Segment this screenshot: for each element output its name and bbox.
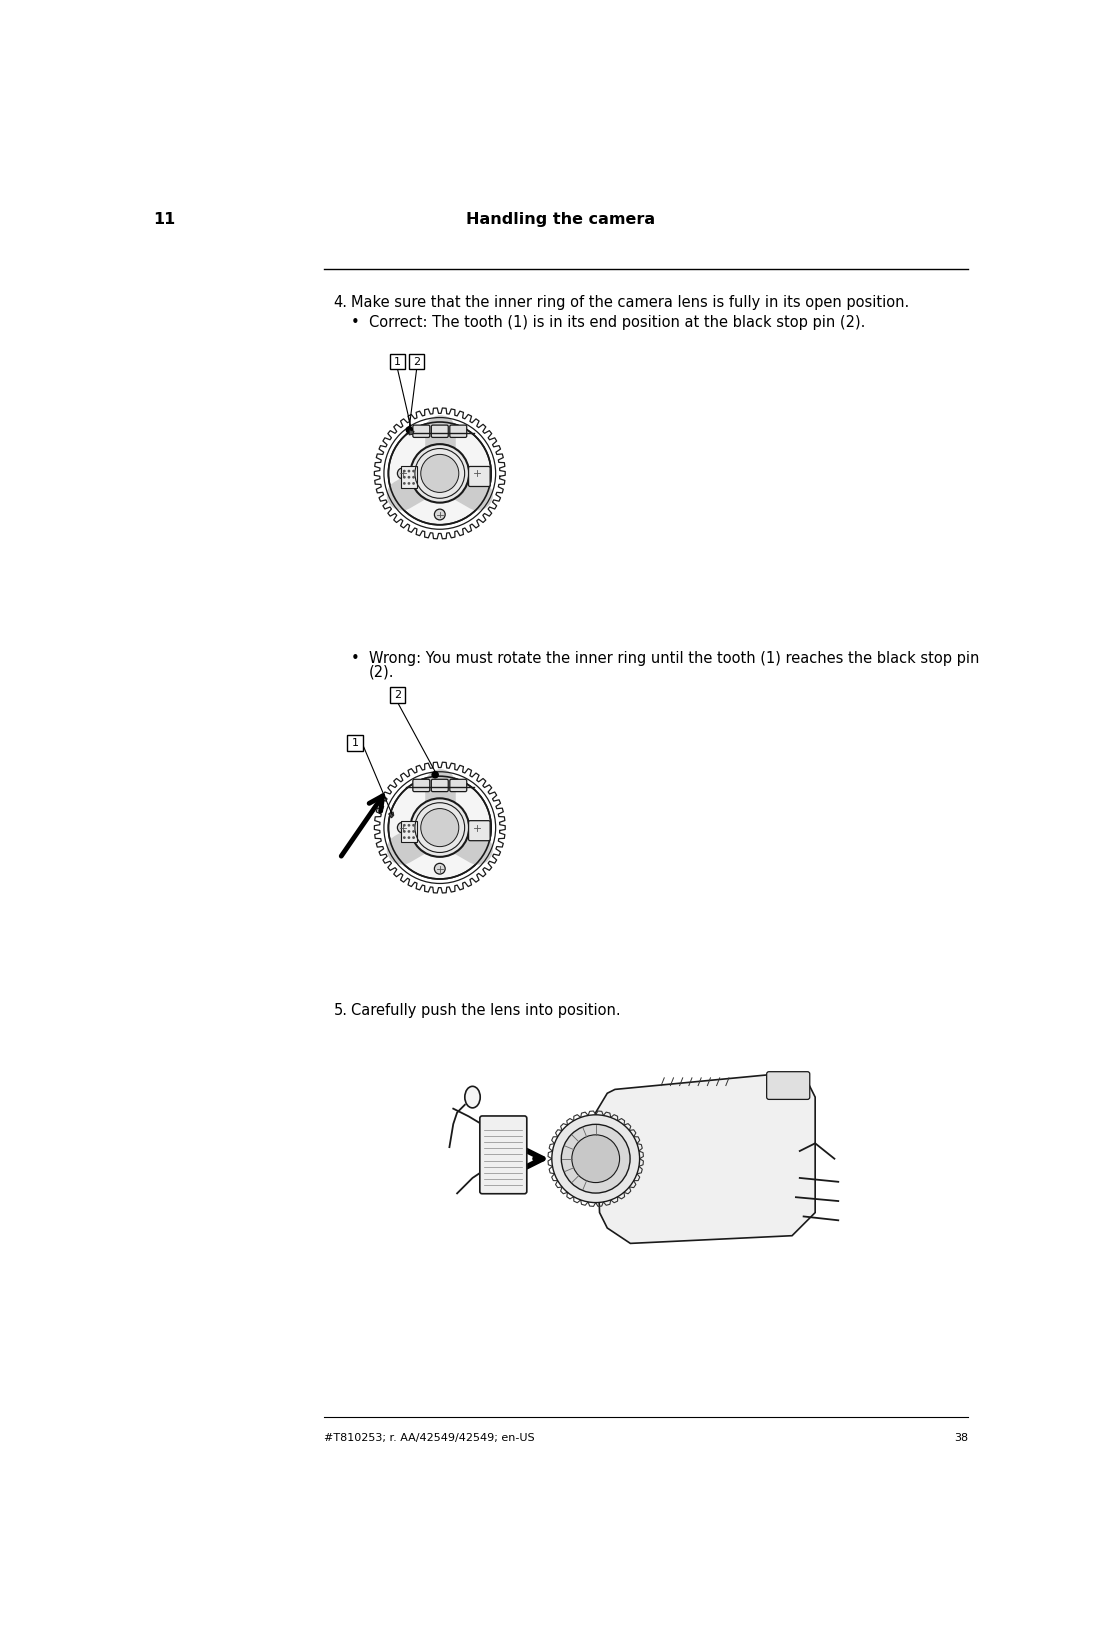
Circle shape bbox=[388, 777, 491, 880]
Text: #T810253; r. AA/42549/42549; en-US: #T810253; r. AA/42549/42549; en-US bbox=[324, 1432, 535, 1442]
FancyBboxPatch shape bbox=[450, 780, 467, 791]
Ellipse shape bbox=[465, 1086, 480, 1109]
Circle shape bbox=[432, 772, 439, 778]
Circle shape bbox=[572, 1135, 619, 1182]
FancyBboxPatch shape bbox=[348, 736, 363, 750]
Circle shape bbox=[412, 469, 415, 473]
Circle shape bbox=[408, 831, 410, 832]
Circle shape bbox=[561, 1125, 630, 1194]
Circle shape bbox=[412, 482, 415, 486]
Text: Handling the camera: Handling the camera bbox=[466, 211, 655, 227]
FancyBboxPatch shape bbox=[412, 425, 430, 438]
FancyBboxPatch shape bbox=[450, 425, 467, 438]
Circle shape bbox=[551, 1115, 640, 1203]
Circle shape bbox=[412, 835, 415, 839]
Circle shape bbox=[403, 476, 406, 479]
Polygon shape bbox=[596, 1074, 815, 1243]
FancyBboxPatch shape bbox=[412, 780, 430, 791]
FancyBboxPatch shape bbox=[431, 425, 449, 438]
FancyBboxPatch shape bbox=[480, 1117, 527, 1194]
FancyBboxPatch shape bbox=[468, 821, 490, 840]
FancyBboxPatch shape bbox=[468, 466, 490, 487]
Circle shape bbox=[388, 422, 491, 525]
Text: Wrong: You must rotate the inner ring until the tooth (1) reaches the black stop: Wrong: You must rotate the inner ring un… bbox=[369, 651, 979, 665]
Circle shape bbox=[403, 482, 406, 486]
Text: 11: 11 bbox=[153, 211, 176, 227]
Circle shape bbox=[408, 835, 410, 839]
Circle shape bbox=[397, 468, 408, 479]
Circle shape bbox=[397, 822, 408, 832]
Text: •: • bbox=[351, 651, 360, 665]
Bar bbox=[401, 466, 417, 487]
FancyBboxPatch shape bbox=[767, 1071, 810, 1099]
Text: 2: 2 bbox=[414, 356, 420, 366]
Circle shape bbox=[408, 824, 410, 827]
Text: 5.: 5. bbox=[334, 1004, 348, 1019]
Circle shape bbox=[472, 468, 482, 479]
Text: Correct: The tooth (1) is in its end position at the black stop pin (2).: Correct: The tooth (1) is in its end pos… bbox=[369, 316, 865, 330]
Circle shape bbox=[412, 476, 415, 479]
Bar bbox=[401, 821, 417, 842]
Circle shape bbox=[410, 445, 469, 502]
Circle shape bbox=[406, 427, 412, 433]
Text: •: • bbox=[351, 316, 360, 330]
Text: 2: 2 bbox=[394, 690, 401, 700]
Polygon shape bbox=[409, 430, 415, 435]
Circle shape bbox=[421, 455, 458, 492]
Circle shape bbox=[403, 469, 406, 473]
Circle shape bbox=[408, 476, 410, 479]
Text: 4.: 4. bbox=[334, 294, 348, 309]
Circle shape bbox=[410, 798, 469, 857]
Circle shape bbox=[403, 835, 406, 839]
Text: Make sure that the inner ring of the camera lens is fully in its open position.: Make sure that the inner ring of the cam… bbox=[351, 294, 909, 309]
Polygon shape bbox=[388, 813, 394, 818]
FancyBboxPatch shape bbox=[431, 780, 449, 791]
Circle shape bbox=[412, 831, 415, 832]
Circle shape bbox=[434, 863, 445, 875]
Circle shape bbox=[421, 809, 458, 847]
FancyBboxPatch shape bbox=[389, 355, 405, 370]
Circle shape bbox=[412, 824, 415, 827]
Circle shape bbox=[434, 508, 445, 520]
FancyBboxPatch shape bbox=[389, 687, 405, 703]
Circle shape bbox=[408, 469, 410, 473]
Text: 1: 1 bbox=[351, 737, 359, 747]
Circle shape bbox=[403, 824, 406, 827]
Circle shape bbox=[403, 831, 406, 832]
Text: 38: 38 bbox=[954, 1432, 968, 1442]
Text: Carefully push the lens into position.: Carefully push the lens into position. bbox=[351, 1004, 621, 1019]
Text: 1: 1 bbox=[394, 356, 400, 366]
FancyBboxPatch shape bbox=[409, 355, 424, 370]
Text: (2).: (2). bbox=[369, 664, 395, 680]
Circle shape bbox=[472, 822, 482, 832]
Circle shape bbox=[408, 482, 410, 486]
